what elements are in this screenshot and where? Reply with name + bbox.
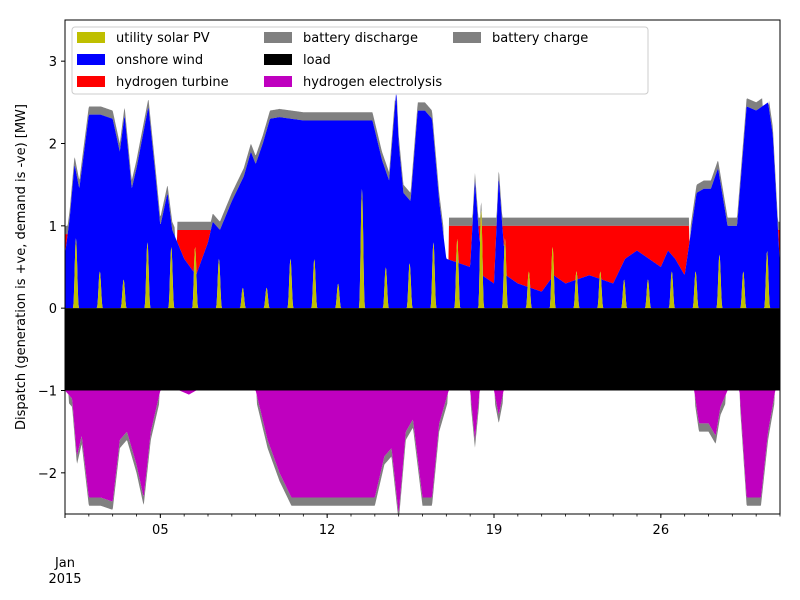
y-tick-label: 2 xyxy=(49,138,57,153)
y-tick-label: 1 xyxy=(49,220,57,235)
legend-label-load: load xyxy=(303,53,331,68)
legend-label-discharge: battery discharge xyxy=(303,31,418,46)
x-tick-label: 12 xyxy=(319,523,336,538)
legend-label-charge: battery charge xyxy=(492,31,588,46)
hydrogen-electrolysis-area xyxy=(65,390,780,512)
legend-label-turbine: hydrogen turbine xyxy=(116,75,229,90)
x-date-label: Jan xyxy=(54,556,75,571)
legend-swatch-turbine xyxy=(77,76,105,87)
load-area xyxy=(65,308,780,391)
legend: utility solar PV onshore wind hydrogen tur… xyxy=(71,26,649,95)
legend-swatch-solar xyxy=(77,32,105,43)
legend-box xyxy=(71,26,649,95)
x-tick-label: 26 xyxy=(653,523,670,538)
x-tick-label: 05 xyxy=(152,523,169,538)
x-date-label: 2015 xyxy=(48,572,81,587)
y-tick-label: −2 xyxy=(38,467,57,482)
legend-label-solar: utility solar PV xyxy=(116,31,210,46)
battery-discharge-area xyxy=(65,93,780,260)
y-tick-label: 3 xyxy=(49,55,57,70)
legend-swatch-electrolysis xyxy=(264,76,292,87)
legend-swatch-load xyxy=(264,54,292,65)
legend-swatch-wind xyxy=(77,54,105,65)
y-axis-label: Dispatch (generation is +ve, demand is -… xyxy=(14,104,29,430)
legend-label-electrolysis: hydrogen electrolysis xyxy=(303,75,442,90)
y-tick-label: 0 xyxy=(49,302,57,317)
legend-label-wind: onshore wind xyxy=(116,53,203,68)
hydrogen-turbine-area xyxy=(65,93,780,292)
legend-swatch-charge xyxy=(453,32,481,43)
plot-area xyxy=(65,93,780,514)
y-tick-label: −1 xyxy=(38,385,57,400)
legend-swatch-discharge xyxy=(264,32,292,43)
x-tick-label: 19 xyxy=(486,523,503,538)
onshore-wind-area xyxy=(65,93,780,309)
